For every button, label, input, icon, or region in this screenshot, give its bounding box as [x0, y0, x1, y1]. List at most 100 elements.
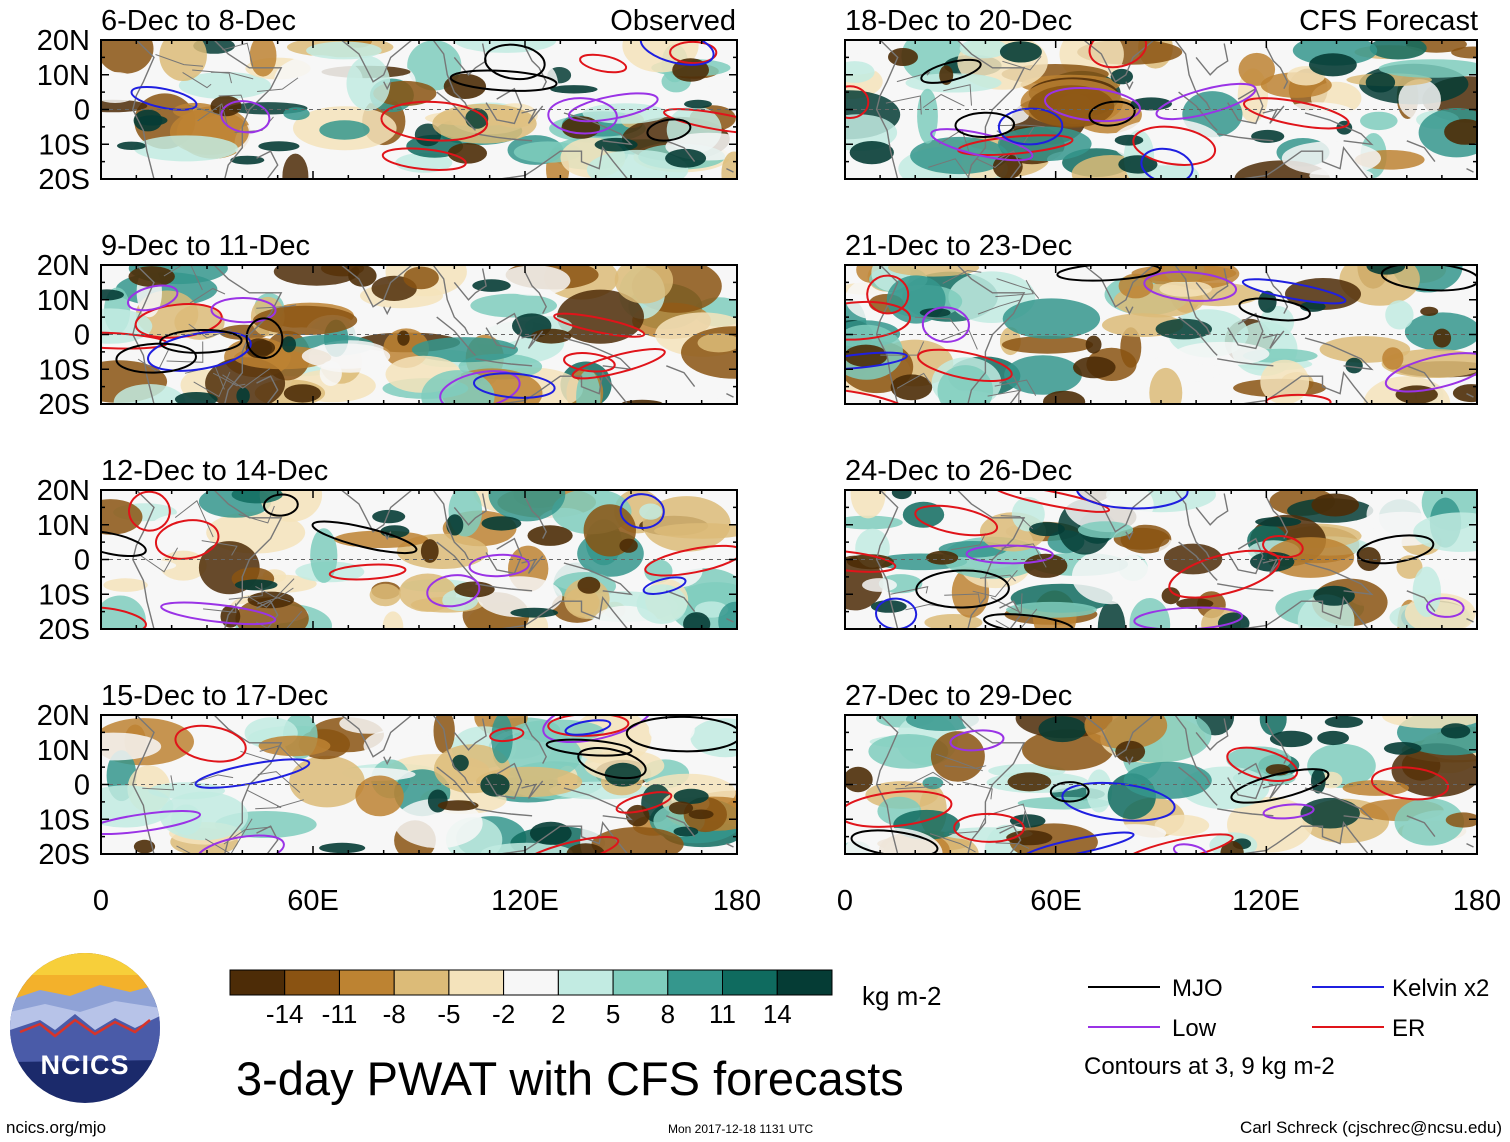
anomaly-patch: [346, 56, 391, 111]
anomaly-core: [684, 99, 712, 109]
panel-ticks: [844, 39, 1478, 180]
contour-er: [1226, 746, 1299, 782]
anomaly-patch: [178, 72, 271, 99]
anomaly-patch: [1451, 46, 1477, 59]
country-border: [977, 299, 1021, 315]
anomaly-patch: [1021, 729, 1114, 771]
contour-mjo: [1356, 534, 1435, 565]
anomaly-patch: [718, 601, 737, 629]
anomaly-core: [1309, 53, 1357, 77]
anomaly-patch: [1085, 383, 1110, 404]
coastline: [1125, 756, 1134, 766]
contour-low: [126, 284, 179, 312]
coastline: [1125, 81, 1134, 91]
wave-contours: [101, 490, 737, 629]
country-border: [210, 71, 254, 80]
coastline: [521, 330, 544, 349]
anomaly-patch: [910, 136, 1009, 175]
country-border: [944, 593, 981, 603]
anomaly-patch: [133, 135, 238, 162]
coastline: [1083, 265, 1155, 308]
contour-kelvin: [997, 107, 1064, 146]
anomaly-core: [1365, 72, 1396, 93]
coastline: [563, 787, 633, 821]
anomaly-patch: [394, 798, 483, 849]
anomaly-patch: [477, 576, 563, 618]
lat-label: 10N: [37, 285, 90, 317]
coastline: [340, 265, 413, 308]
colorbar-swatch: [229, 969, 286, 996]
contour-mjo: [545, 738, 633, 757]
contour-kelvin: [1140, 147, 1194, 179]
forecast-label: CFS Forecast: [1299, 5, 1478, 37]
coastline: [132, 490, 155, 629]
lat-label: 0: [74, 770, 90, 802]
contour-mjo: [1238, 297, 1311, 322]
coastline: [999, 600, 1022, 629]
ncics-url[interactable]: ncics.org/mjo: [6, 1118, 106, 1137]
anomaly-core: [688, 809, 714, 820]
anomaly-patch: [648, 715, 695, 746]
wave-contours: [845, 729, 1450, 854]
anomaly-patch: [586, 149, 689, 179]
colorbar-swatch: [722, 969, 778, 996]
anomaly-core: [1440, 723, 1471, 739]
country-border: [979, 574, 1016, 582]
lat-label: 20S: [38, 614, 90, 646]
coastline: [1195, 493, 1229, 526]
coastline: [1262, 105, 1285, 124]
lat-label: 10S: [38, 804, 90, 836]
anomaly-patch: [644, 559, 673, 583]
legend-label-low: Low: [1172, 1015, 1217, 1042]
coastline: [132, 715, 155, 854]
coastline: [726, 617, 734, 623]
coastline: [1195, 718, 1229, 751]
anomaly-core: [133, 839, 156, 854]
contour-er: [579, 53, 628, 74]
lat-label: 20S: [38, 164, 90, 196]
coastline: [436, 316, 476, 356]
coastline: [1178, 316, 1218, 356]
contour-low: [101, 809, 202, 836]
coastline: [500, 595, 629, 629]
anomaly-patch: [1238, 52, 1276, 86]
coastline: [485, 312, 523, 350]
lon-label-120e: 120E: [491, 885, 559, 917]
country-border: [222, 42, 254, 67]
latitude-labels: 20N10N010S20S20N10N010S20S20N10N010S20S2…: [37, 25, 90, 871]
contour-er: [1242, 97, 1350, 130]
anomaly-core: [926, 550, 959, 565]
coastline: [453, 493, 487, 526]
anomaly-patch: [922, 776, 944, 790]
contour-er: [1370, 766, 1450, 801]
anomaly-patch: [152, 514, 210, 537]
country-border: [255, 799, 304, 810]
contour-kelvin: [472, 372, 556, 399]
country-border: [885, 95, 922, 115]
country-border: [201, 540, 238, 556]
contour-er: [615, 791, 673, 814]
anomaly-patch: [1097, 601, 1126, 629]
coastline: [524, 721, 547, 764]
contour-mjo: [920, 58, 982, 84]
contour-mjo: [311, 520, 418, 555]
colorbar-swatch: [284, 969, 340, 996]
contour-kelvin: [642, 576, 687, 595]
contour-low: [542, 715, 654, 744]
country-border: [975, 152, 1013, 169]
contour-low: [220, 100, 271, 134]
anomaly-core: [372, 509, 406, 524]
country-border: [259, 745, 303, 770]
coastline: [213, 40, 283, 179]
map-panel: 6-Dec to 8-Dec: [100, 5, 738, 180]
coastline: [475, 133, 533, 142]
country-border: [1002, 55, 1042, 71]
country-border: [189, 287, 226, 304]
coastline: [999, 825, 1022, 854]
coastline: [453, 268, 487, 301]
contour-kelvin: [1061, 781, 1176, 822]
coastline: [1262, 330, 1285, 349]
coastline: [1466, 392, 1474, 398]
coastline: [213, 265, 283, 404]
